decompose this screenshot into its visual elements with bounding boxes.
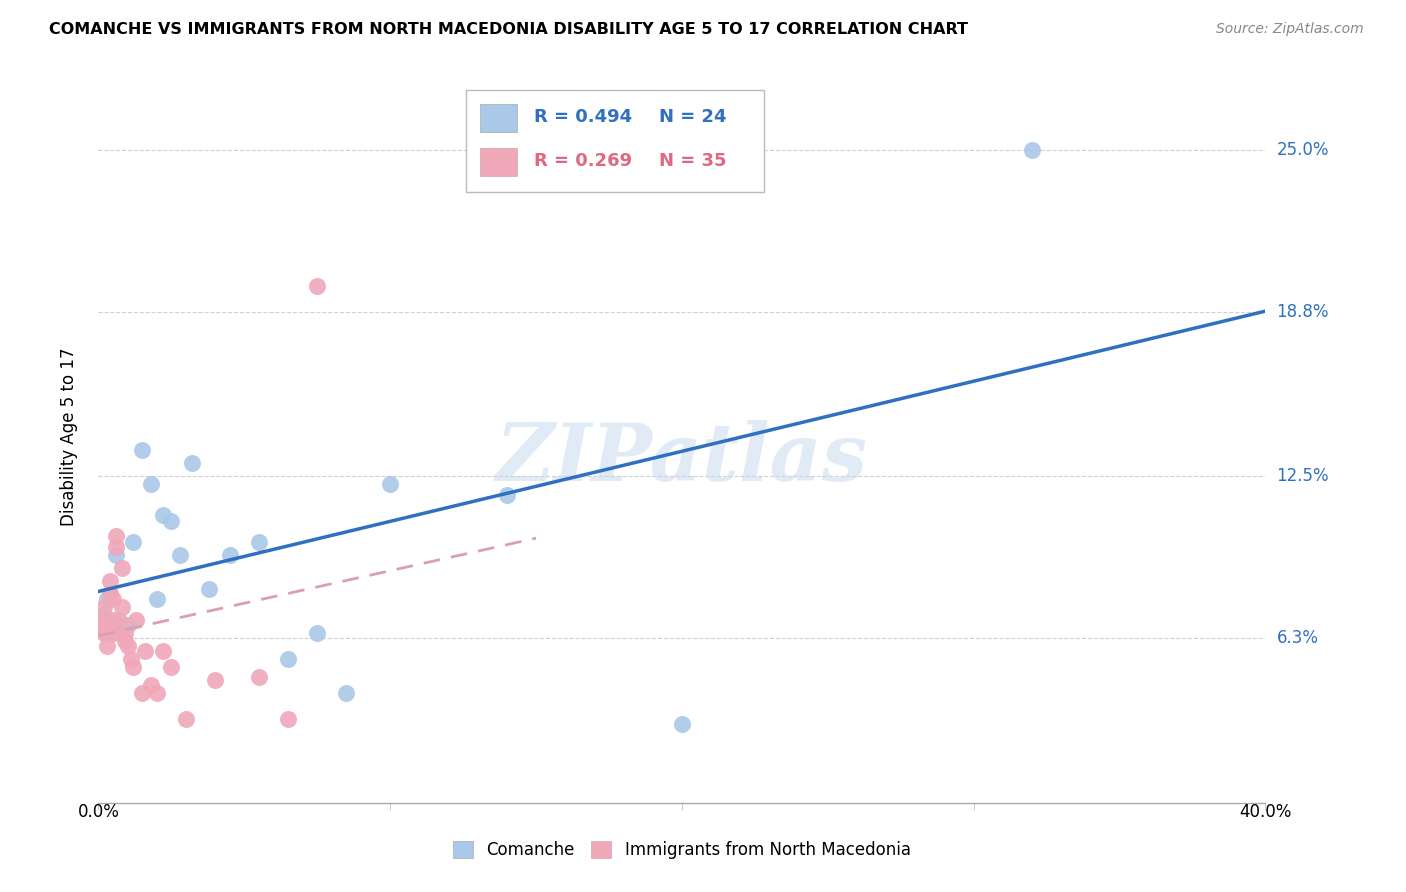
Text: ZIPatlas: ZIPatlas [496,420,868,498]
Text: COMANCHE VS IMMIGRANTS FROM NORTH MACEDONIA DISABILITY AGE 5 TO 17 CORRELATION C: COMANCHE VS IMMIGRANTS FROM NORTH MACEDO… [49,22,969,37]
Point [277,652,299,666]
Point [96,592,118,607]
Point [117,639,139,653]
Point [307,278,329,293]
Point [101,626,124,640]
Point [104,529,127,543]
Point [122,534,145,549]
Point [117,618,139,632]
Point [146,686,169,700]
Text: 12.5%: 12.5% [1277,467,1329,485]
Point [160,514,183,528]
Point [152,508,174,523]
Point [1021,143,1043,157]
Point [160,660,183,674]
Point [247,534,270,549]
Point [307,626,329,640]
Point [101,592,124,607]
Point [111,599,134,614]
Point [108,626,131,640]
Text: R = 0.269: R = 0.269 [534,153,631,170]
Point [98,587,121,601]
Point [131,443,153,458]
Point [277,712,299,726]
Point [122,660,145,674]
Point [198,582,221,596]
Point [96,626,118,640]
Point [93,607,115,622]
Point [247,670,270,684]
Point [139,477,162,491]
Point [218,548,240,562]
Y-axis label: Disability Age 5 to 17: Disability Age 5 to 17 [59,348,77,526]
Point [335,686,357,700]
Text: 6.3%: 6.3% [1277,629,1319,648]
Point [93,599,115,614]
Point [104,548,127,562]
Point [134,644,156,658]
Point [108,613,131,627]
Text: 18.8%: 18.8% [1277,302,1329,321]
Point [114,633,136,648]
FancyBboxPatch shape [465,90,763,192]
Point [180,456,202,470]
Point [204,673,226,687]
Legend: Comanche, Immigrants from North Macedonia: Comanche, Immigrants from North Macedoni… [444,833,920,868]
Text: N = 35: N = 35 [658,153,725,170]
Point [169,548,191,562]
Point [671,717,693,731]
Point [101,613,124,627]
Point [93,626,115,640]
Point [496,487,519,501]
Text: R = 0.494: R = 0.494 [534,109,631,127]
Point [152,644,174,658]
Point [111,618,134,632]
Text: 0.0%: 0.0% [77,803,120,821]
FancyBboxPatch shape [479,104,517,132]
Point [125,613,148,627]
Text: N = 24: N = 24 [658,109,725,127]
Point [114,626,136,640]
Point [98,574,121,588]
Text: Source: ZipAtlas.com: Source: ZipAtlas.com [1216,22,1364,37]
Point [104,540,127,554]
Text: 40.0%: 40.0% [1239,803,1292,821]
Point [120,652,142,666]
Point [380,477,402,491]
Point [139,678,162,692]
Point [93,613,115,627]
Point [96,639,118,653]
Point [111,560,134,574]
Point [146,592,169,607]
Point [98,587,121,601]
Point [90,613,112,627]
Point [131,686,153,700]
Point [90,618,112,632]
FancyBboxPatch shape [479,148,517,176]
Text: 25.0%: 25.0% [1277,141,1329,159]
Point [174,712,197,726]
